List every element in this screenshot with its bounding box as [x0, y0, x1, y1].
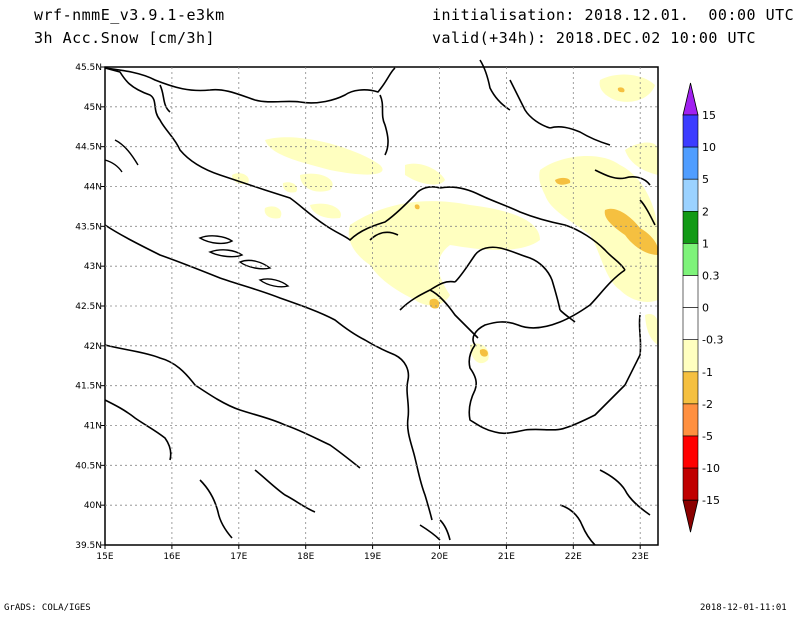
- colorbar-label: 10: [702, 141, 716, 154]
- colorbar-segment: [682, 275, 699, 308]
- colorbar-label: 0.3: [702, 270, 720, 283]
- colorbar-label: -15: [702, 494, 720, 507]
- colorbar-labels: 15 10 5 2 1 0.3 0 -0.3 -1 -2 -5 -10 -15: [702, 109, 723, 507]
- colorbar-top-triangle: [682, 82, 699, 116]
- footer-credit: GrADS: COLA/IGES: [4, 603, 91, 613]
- colorbar-label: -1: [702, 366, 713, 379]
- lon-label: 22E: [565, 552, 582, 562]
- lon-label: 20E: [431, 552, 448, 562]
- lat-label: 39.5N: [75, 541, 102, 551]
- colorbar-label: 5: [702, 173, 709, 186]
- graticule: [105, 67, 658, 545]
- colorbar-segment: [682, 371, 699, 405]
- colorbar-label: -0.3: [702, 334, 723, 347]
- lat-label: 40N: [84, 501, 102, 511]
- lat-label: 42N: [84, 342, 102, 352]
- init-time: initialisation: 2018.12.01. 00:00 UTC: [432, 6, 795, 24]
- valid-time: valid(+34h): 2018.DEC.02 10:00 UTC: [432, 29, 757, 47]
- coastlines-borders: [104, 59, 656, 546]
- colorbar-segment: [682, 178, 699, 212]
- colorbar-label: 1: [702, 237, 709, 250]
- model-title: wrf-nmmE_v3.9.1-e3km: [34, 6, 225, 24]
- lon-label: 23E: [632, 552, 649, 562]
- colorbar-label: 2: [702, 205, 709, 218]
- lat-label: 41.5N: [75, 382, 102, 392]
- lon-label: 21E: [498, 552, 515, 562]
- colorbar-label: -5: [702, 430, 713, 443]
- lat-label: 40.5N: [75, 461, 102, 471]
- colorbar-segment: [682, 307, 699, 341]
- colorbar-segment: [682, 467, 699, 501]
- longitude-labels: 15E 16E 17E 18E 19E 20E 21E 22E 23E: [96, 545, 649, 562]
- colorbar-bottom-triangle: [682, 499, 699, 533]
- colorbar: [682, 82, 699, 533]
- colorbar-label: 15: [702, 109, 716, 122]
- footer-timestamp: 2018-12-01-11:01: [700, 603, 787, 613]
- colorbar-segment: [682, 146, 699, 180]
- islands: [104, 139, 290, 288]
- field-title: 3h Acc.Snow [cm/3h]: [34, 29, 216, 47]
- latitude-labels: 45.5N 45N 44.5N 44N 43.5N 43N 42.5N 42N 41.5N 41N…: [75, 63, 105, 551]
- colorbar-label: -2: [702, 398, 713, 411]
- lon-label: 16E: [163, 552, 180, 562]
- colorbar-segment: [682, 339, 699, 373]
- colorbar-segment: [682, 435, 699, 469]
- lat-label: 44.5N: [75, 143, 102, 153]
- lat-label: 43.5N: [75, 222, 102, 232]
- snow-shading: [232, 74, 658, 364]
- lon-label: 18E: [297, 552, 314, 562]
- lat-label: 43N: [84, 262, 102, 272]
- lon-label: 15E: [96, 552, 113, 562]
- colorbar-segment: [682, 243, 699, 276]
- lat-label: 45.5N: [75, 63, 102, 73]
- lat-label: 45N: [84, 103, 102, 113]
- snow-shading-darker: [414, 87, 659, 357]
- lon-label: 19E: [364, 552, 381, 562]
- colorbar-segment: [682, 211, 699, 244]
- colorbar-segment: [682, 114, 699, 148]
- colorbar-label: 0: [702, 302, 709, 315]
- lat-label: 42.5N: [75, 302, 102, 312]
- colorbar-segment: [682, 403, 699, 437]
- lat-label: 44N: [84, 183, 102, 193]
- lat-label: 41N: [84, 422, 102, 432]
- colorbar-label: -10: [702, 462, 720, 475]
- lon-label: 17E: [230, 552, 247, 562]
